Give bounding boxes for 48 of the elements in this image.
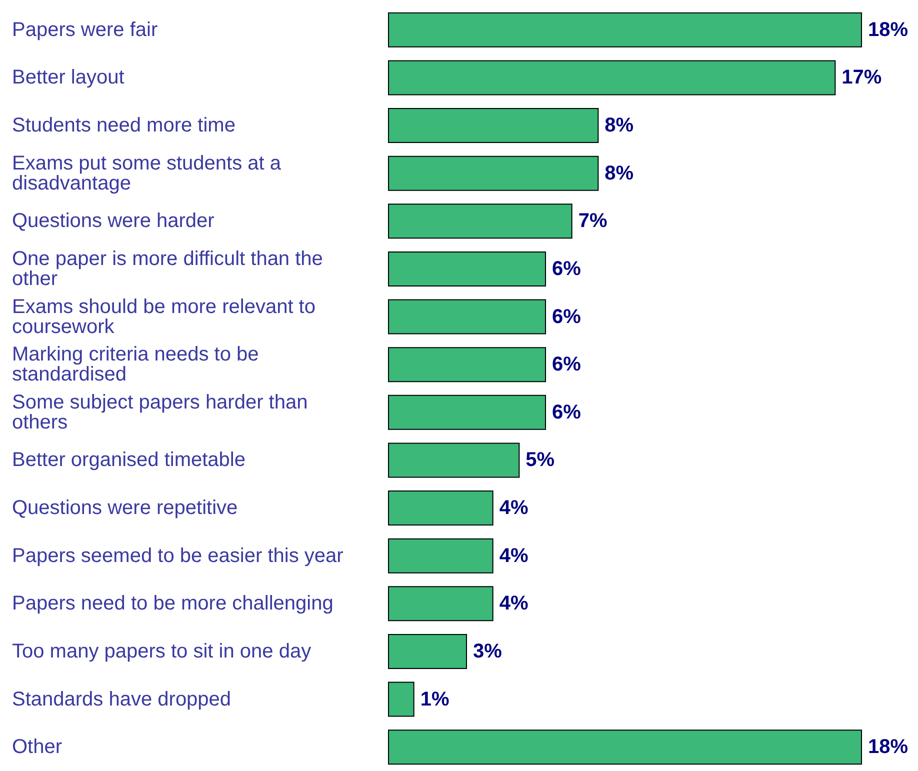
y-tick-label: Marking criteria needs to be standardised: [12, 344, 264, 386]
y-tick-label: Papers seemed to be easier this year: [12, 544, 344, 567]
data-label: 6%: [552, 306, 582, 328]
y-tick-label: Papers need to be more challenging: [12, 592, 334, 615]
data-label: 4%: [499, 497, 528, 520]
y-tick-label: Students need more time: [12, 114, 236, 137]
bar: [388, 394, 546, 430]
data-label: 1%: [420, 688, 450, 710]
data-label: 6%: [552, 258, 582, 280]
bar: [388, 108, 599, 144]
data-label: 3%: [473, 640, 502, 662]
bar: [388, 730, 862, 765]
y-tick-label: Questions were repetitive: [12, 497, 238, 520]
y-tick-label: Too many papers to sit in one day: [12, 640, 312, 662]
data-label: 17%: [842, 66, 882, 89]
y-tick-label: Some subject papers harder than others: [12, 391, 314, 434]
data-label: 8%: [604, 162, 634, 184]
data-label: 7%: [578, 210, 608, 232]
bar: [388, 634, 467, 669]
y-tick-label: Other: [12, 736, 62, 758]
y-tick-label: Better organised timetable: [12, 449, 246, 472]
bar: [388, 682, 414, 717]
y-tick-label: Standards have dropped: [12, 688, 232, 710]
y-tick-label: Exams put some students at a disadvantage: [12, 152, 287, 194]
bar: [388, 538, 494, 574]
data-label: 8%: [604, 114, 634, 137]
bar: [388, 586, 494, 622]
data-label: 4%: [499, 592, 528, 615]
bar: [388, 442, 520, 478]
bar: [388, 60, 836, 96]
bar: [388, 490, 494, 526]
data-label: 6%: [552, 354, 582, 376]
data-label: 4%: [499, 544, 528, 567]
bar: [388, 156, 599, 191]
bar: [388, 251, 546, 286]
y-tick-label: One paper is more difficult than the other: [12, 248, 328, 290]
bar: [388, 299, 546, 334]
y-tick-label: Questions were harder: [12, 210, 215, 232]
data-label: 18%: [868, 18, 908, 41]
bar: [388, 204, 572, 239]
data-label: 18%: [868, 736, 908, 758]
bar: [388, 12, 862, 48]
data-label: 5%: [526, 449, 555, 472]
y-tick-label: Exams should be more relevant to coursework: [12, 296, 322, 338]
y-tick-label: Better layout: [12, 66, 125, 89]
data-label: 6%: [552, 401, 582, 424]
bar: [388, 347, 546, 382]
y-tick-label: Papers were fair: [12, 18, 158, 41]
